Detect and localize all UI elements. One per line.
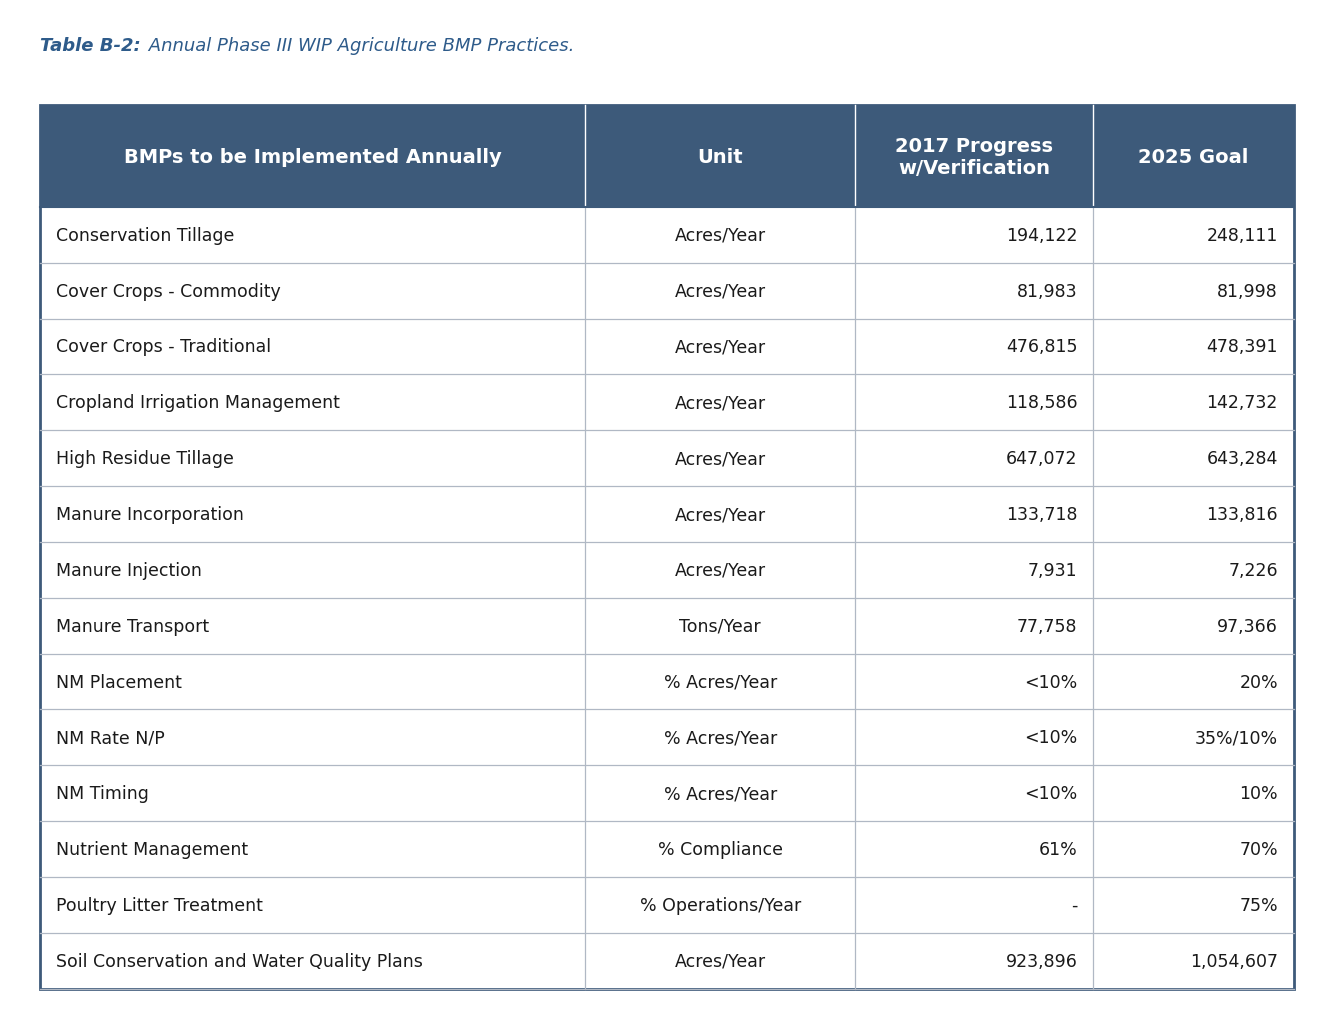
Bar — [40, 710, 1294, 765]
Bar — [40, 599, 1294, 654]
Text: Acres/Year: Acres/Year — [675, 394, 766, 411]
Text: 75%: 75% — [1239, 896, 1278, 914]
Text: Nutrient Management: Nutrient Management — [56, 840, 248, 858]
Text: 97,366: 97,366 — [1217, 617, 1278, 635]
Bar — [40, 933, 1294, 989]
Text: 10%: 10% — [1239, 785, 1278, 803]
Bar — [40, 765, 1294, 821]
Bar — [40, 207, 1294, 264]
Text: High Residue Tillage: High Residue Tillage — [56, 450, 233, 468]
Text: 7,931: 7,931 — [1027, 561, 1078, 579]
Text: 35%/10%: 35%/10% — [1195, 729, 1278, 747]
Text: 77,758: 77,758 — [1017, 617, 1078, 635]
Text: Acres/Year: Acres/Year — [675, 338, 766, 356]
Bar — [40, 486, 1294, 543]
Text: NM Rate N/P: NM Rate N/P — [56, 729, 165, 747]
Text: 61%: 61% — [1039, 840, 1078, 858]
Text: <10%: <10% — [1025, 785, 1078, 803]
Text: NM Placement: NM Placement — [56, 673, 181, 691]
Text: Acres/Year: Acres/Year — [675, 226, 766, 245]
Text: Acres/Year: Acres/Year — [675, 282, 766, 300]
Bar — [40, 821, 1294, 878]
Text: Soil Conservation and Water Quality Plans: Soil Conservation and Water Quality Plan… — [56, 952, 423, 970]
Text: 7,226: 7,226 — [1229, 561, 1278, 579]
Text: 478,391: 478,391 — [1206, 338, 1278, 356]
Text: Tons/Year: Tons/Year — [679, 617, 762, 635]
Text: <10%: <10% — [1025, 729, 1078, 747]
Bar — [40, 106, 1294, 989]
Bar — [40, 878, 1294, 933]
Text: NM Timing: NM Timing — [56, 785, 149, 803]
Text: -: - — [1071, 896, 1078, 914]
Text: 118,586: 118,586 — [1006, 394, 1078, 411]
Text: Conservation Tillage: Conservation Tillage — [56, 226, 235, 245]
Text: Manure Incorporation: Manure Incorporation — [56, 506, 244, 524]
Text: Table B-2:: Table B-2: — [40, 36, 141, 55]
Text: 476,815: 476,815 — [1006, 338, 1078, 356]
Text: Acres/Year: Acres/Year — [675, 506, 766, 524]
Text: Acres/Year: Acres/Year — [675, 450, 766, 468]
Text: 133,718: 133,718 — [1006, 506, 1078, 524]
Text: 1,054,607: 1,054,607 — [1190, 952, 1278, 970]
Bar — [40, 106, 1294, 207]
Bar — [40, 319, 1294, 375]
Text: Acres/Year: Acres/Year — [675, 952, 766, 970]
Text: 20%: 20% — [1239, 673, 1278, 691]
Text: 643,284: 643,284 — [1206, 450, 1278, 468]
Text: 2017 Progress
w/Verification: 2017 Progress w/Verification — [895, 136, 1054, 177]
Text: <10%: <10% — [1025, 673, 1078, 691]
Text: Manure Injection: Manure Injection — [56, 561, 201, 579]
Text: % Operations/Year: % Operations/Year — [640, 896, 800, 914]
Text: Cover Crops - Traditional: Cover Crops - Traditional — [56, 338, 271, 356]
Text: BMPs to be Implemented Annually: BMPs to be Implemented Annually — [124, 148, 502, 167]
Text: Cover Crops - Commodity: Cover Crops - Commodity — [56, 282, 280, 300]
Text: 194,122: 194,122 — [1006, 226, 1078, 245]
Text: 70%: 70% — [1239, 840, 1278, 858]
Text: 2025 Goal: 2025 Goal — [1138, 148, 1249, 167]
Text: Poultry Litter Treatment: Poultry Litter Treatment — [56, 896, 263, 914]
Bar — [40, 654, 1294, 710]
Text: 133,816: 133,816 — [1206, 506, 1278, 524]
Text: % Acres/Year: % Acres/Year — [664, 729, 776, 747]
Text: % Acres/Year: % Acres/Year — [664, 785, 776, 803]
Bar — [40, 431, 1294, 486]
Bar — [40, 543, 1294, 599]
Text: 81,998: 81,998 — [1217, 282, 1278, 300]
Text: Unit: Unit — [698, 148, 743, 167]
Text: Manure Transport: Manure Transport — [56, 617, 209, 635]
Text: 647,072: 647,072 — [1006, 450, 1078, 468]
Text: Annual Phase III WIP Agriculture BMP Practices.: Annual Phase III WIP Agriculture BMP Pra… — [144, 36, 575, 55]
Text: 81,983: 81,983 — [1017, 282, 1078, 300]
Text: 142,732: 142,732 — [1206, 394, 1278, 411]
Text: Acres/Year: Acres/Year — [675, 561, 766, 579]
Text: 923,896: 923,896 — [1006, 952, 1078, 970]
Text: % Compliance: % Compliance — [658, 840, 783, 858]
Bar — [40, 375, 1294, 431]
Text: Cropland Irrigation Management: Cropland Irrigation Management — [56, 394, 340, 411]
Text: 248,111: 248,111 — [1206, 226, 1278, 245]
Text: % Acres/Year: % Acres/Year — [664, 673, 776, 691]
Bar — [40, 264, 1294, 319]
